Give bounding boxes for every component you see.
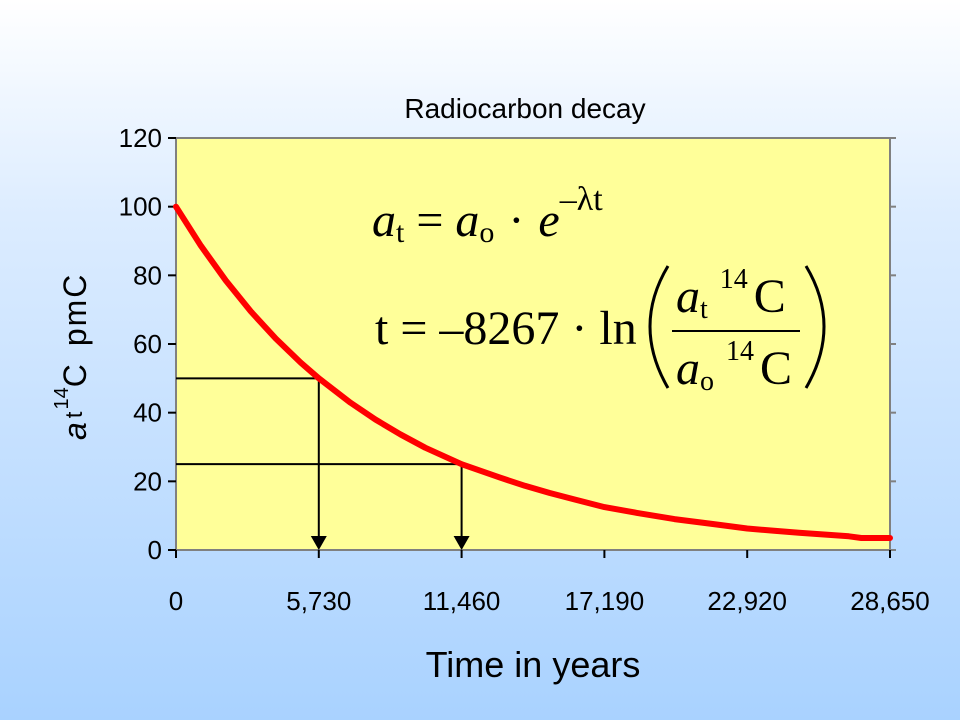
- formula2-den-c: C: [760, 342, 792, 395]
- y-tick-label: 20: [133, 466, 162, 496]
- y-tick-label: 0: [148, 535, 162, 565]
- y-label-iso: 14: [51, 387, 73, 409]
- x-tick-label: 22,920: [707, 586, 787, 616]
- y-tick-label: 80: [133, 260, 162, 290]
- chart-title: Radiocarbon decay: [404, 93, 645, 124]
- formula-age: t = –8267 · ln at14 C ao14 C: [375, 264, 826, 397]
- svg-text:at14C: at 14 C: [676, 264, 786, 325]
- formula2-den-sub: o: [700, 366, 714, 397]
- x-tick-label: 5,730: [286, 586, 351, 616]
- formula2-num-iso: 14: [720, 264, 748, 295]
- right-paren: [804, 265, 826, 389]
- formula1-eq: =: [416, 194, 443, 247]
- half-life-guides: [176, 377, 470, 550]
- x-tick-label: 11,460: [423, 586, 501, 616]
- svg-text:at=ao·e–λt: at = ao · e–λt: [372, 181, 603, 249]
- half-life-arrowhead: [453, 536, 470, 550]
- half-life-arrowhead: [310, 536, 327, 550]
- x-axis: 0 5,730 11,460 17,190 22,920 28,650: [169, 550, 930, 616]
- x-axis-label: Time in years: [426, 644, 641, 685]
- x-tick-label: 17,190: [565, 586, 645, 616]
- y-tick-label: 120: [119, 123, 162, 153]
- formula2-num-a: a: [676, 270, 700, 323]
- formula-decay: at = ao · e–λt: [372, 181, 603, 249]
- y-tick-label: 40: [133, 398, 162, 428]
- svg-text:at14CpmC: at 14CpmC: [51, 273, 93, 440]
- formula1-e: e: [538, 194, 559, 247]
- y-label-c: C: [57, 364, 93, 387]
- left-paren: [648, 265, 670, 389]
- formula1-exp-minus: –: [559, 181, 578, 218]
- formula2-num-sub: t: [700, 294, 708, 325]
- y-tick-label: 60: [133, 329, 162, 359]
- y-label-a: a: [57, 422, 93, 440]
- formula1-lhs-a: a: [372, 194, 396, 247]
- formula1-rhs-sub: o: [479, 216, 494, 249]
- formula1-exp-lambda: λ: [577, 181, 594, 218]
- formula1-rhs-a: a: [455, 194, 479, 247]
- formula1-exp-t: t: [593, 181, 603, 218]
- x-tick-label: 0: [169, 586, 183, 616]
- formula2-den-iso: 14: [726, 336, 754, 367]
- formula2-num-c: C: [754, 270, 786, 323]
- y-label-t: t: [61, 411, 88, 418]
- formula1-dot: ·: [508, 194, 524, 247]
- plot-area: [175, 137, 891, 551]
- formula2-den-a: a: [676, 342, 700, 395]
- formula1-lhs-sub: t: [396, 216, 405, 249]
- y-axis: 0 20 40 60 80 100 120: [119, 123, 896, 565]
- formula2-lead: t = –8267 · ln: [375, 302, 637, 355]
- y-tick-label: 100: [119, 192, 162, 222]
- x-tick-label: 28,650: [850, 586, 930, 616]
- y-axis-label: at 14CpmC: [51, 273, 93, 440]
- y-label-unit: pmC: [57, 273, 93, 347]
- decay-curve: [173, 203, 893, 541]
